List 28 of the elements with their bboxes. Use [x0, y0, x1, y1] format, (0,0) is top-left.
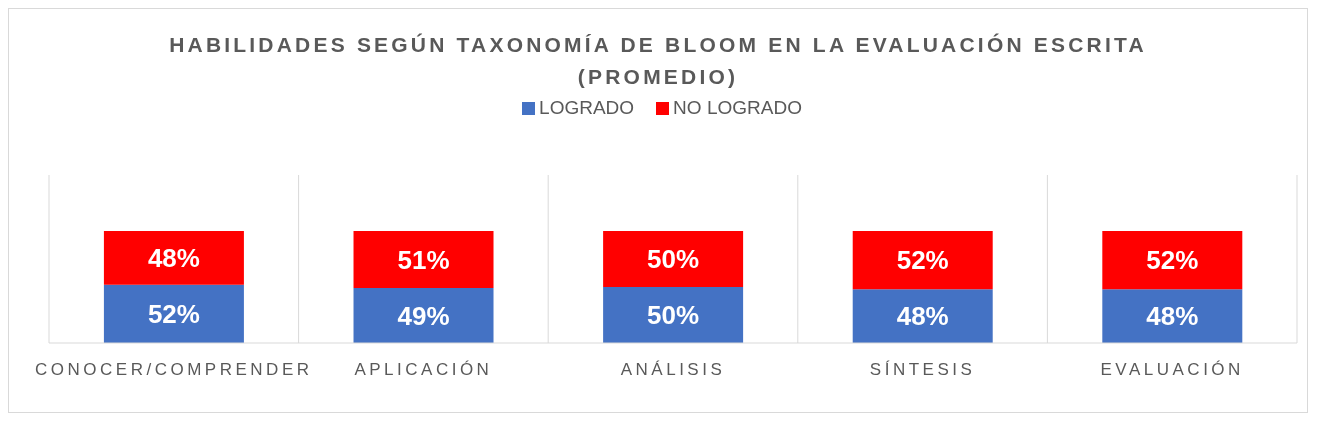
bar	[603, 287, 744, 343]
x-tick-label: ANÁLISIS	[620, 360, 726, 380]
bar	[353, 288, 494, 343]
data-label: 50%	[647, 244, 700, 274]
data-label: 51%	[397, 244, 450, 275]
data-label: 52%	[147, 298, 200, 329]
bar	[103, 284, 244, 343]
bar	[103, 231, 244, 285]
bar	[1102, 231, 1243, 290]
chart-title: HABILIDADES SEGÚN TAXONOMÍA DE BLOOM EN LA EVALUACIÓN ESCRITA (PROMEDIO)	[168, 32, 1148, 90]
data-label: 48%	[1146, 301, 1199, 332]
data-label: 48%	[896, 301, 949, 332]
x-tick-label: APLICACIÓN	[354, 360, 493, 380]
x-tick-label: SÍNTESIS	[869, 360, 976, 380]
legend-label: NO LOGRADO	[673, 97, 802, 118]
data-label: 48%	[147, 242, 200, 273]
legend-label: LOGRADO	[539, 97, 635, 118]
bar	[353, 231, 494, 289]
data-label: 49%	[397, 300, 450, 331]
x-tick-label: CONOCER/COMPRENDER	[35, 360, 313, 380]
x-tick-label: EVALUACIÓN	[1100, 360, 1244, 380]
data-label: 52%	[896, 245, 949, 276]
bar	[852, 289, 993, 343]
bar	[852, 231, 993, 290]
data-label: 50%	[647, 300, 700, 330]
data-label: 52%	[1146, 245, 1199, 276]
bar	[603, 231, 744, 287]
bar	[1102, 289, 1243, 343]
